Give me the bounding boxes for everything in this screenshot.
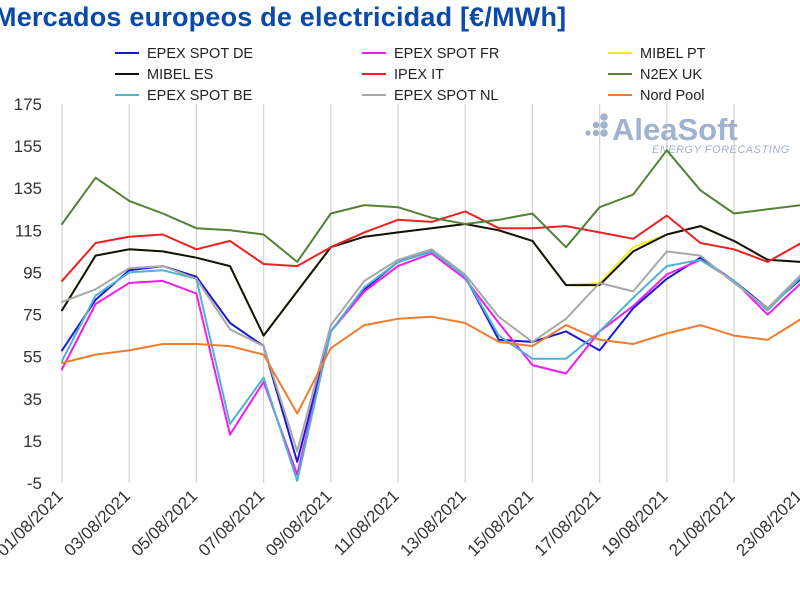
series-line-nord-pool [61, 315, 800, 415]
x-tick-label: 07/08/2021 [195, 486, 269, 560]
series-line-n2ex-uk [61, 149, 800, 263]
y-tick-label: 15 [23, 432, 42, 451]
x-tick-label: 19/08/2021 [598, 486, 672, 560]
legend-label: IPEX IT [394, 67, 444, 83]
x-tick-label: 21/08/2021 [665, 486, 739, 560]
grid [61, 104, 735, 483]
y-tick-label: 55 [23, 348, 42, 367]
series-lines [61, 149, 800, 482]
x-tick-label: 17/08/2021 [531, 486, 605, 560]
legend-label: MIBEL ES [147, 67, 213, 83]
x-axis-ticks: 01/08/202103/08/202105/08/202107/08/2021… [0, 486, 800, 560]
legend: EPEX SPOT DE EPEX SPOT FR MIBEL PT MIBEL ES… [115, 46, 706, 104]
y-tick-label: -5 [27, 474, 42, 493]
chart-title: Mercados europeos de electricidad [€/MWh… [0, 2, 567, 32]
y-tick-label: 175 [14, 95, 42, 114]
watermark-brand: AleaSoft [612, 112, 738, 147]
x-tick-label: 09/08/2021 [262, 486, 336, 560]
x-tick-label: 23/08/2021 [732, 486, 800, 560]
y-tick-label: 95 [23, 263, 42, 282]
series-line-epex-spot-be [61, 250, 800, 482]
aleasoft-logo-icon [585, 113, 608, 137]
x-tick-label: 15/08/2021 [464, 486, 538, 560]
legend-label: N2EX UK [640, 67, 702, 83]
y-tick-label: 135 [14, 179, 42, 198]
legend-label: EPEX SPOT NL [394, 88, 499, 104]
watermark-tagline: ENERGY FORECASTING [652, 144, 790, 156]
x-tick-label: 01/08/2021 [0, 486, 67, 560]
legend-label: Nord Pool [640, 88, 704, 104]
series-line-mibel-es [61, 223, 800, 337]
series-line-mibel-pt [61, 223, 800, 337]
watermark-logo: AleaSoft ENERGY FORECASTING [585, 112, 789, 156]
y-axis-ticks: 175 155 135 115 95 75 55 35 15 -5 [14, 95, 42, 493]
y-tick-label: 35 [23, 390, 42, 409]
legend-label: EPEX SPOT FR [394, 46, 499, 62]
y-tick-label: 115 [15, 221, 42, 240]
x-tick-label: 03/08/2021 [60, 486, 134, 560]
series-line-epex-spot-fr [61, 252, 800, 476]
x-tick-label: 13/08/2021 [396, 486, 470, 560]
x-tick-label: 11/08/2021 [330, 486, 403, 559]
series-line-epex-spot-nl [61, 248, 800, 453]
series-line-ipex-it [61, 210, 800, 282]
legend-label: EPEX SPOT DE [147, 46, 253, 62]
legend-label: MIBEL PT [640, 46, 706, 62]
y-tick-label: 155 [14, 137, 42, 156]
y-tick-label: 75 [23, 306, 42, 325]
x-tick-label: 05/08/2021 [128, 486, 202, 560]
series-line-epex-spot-de [61, 250, 800, 463]
legend-label: EPEX SPOT BE [147, 88, 253, 104]
